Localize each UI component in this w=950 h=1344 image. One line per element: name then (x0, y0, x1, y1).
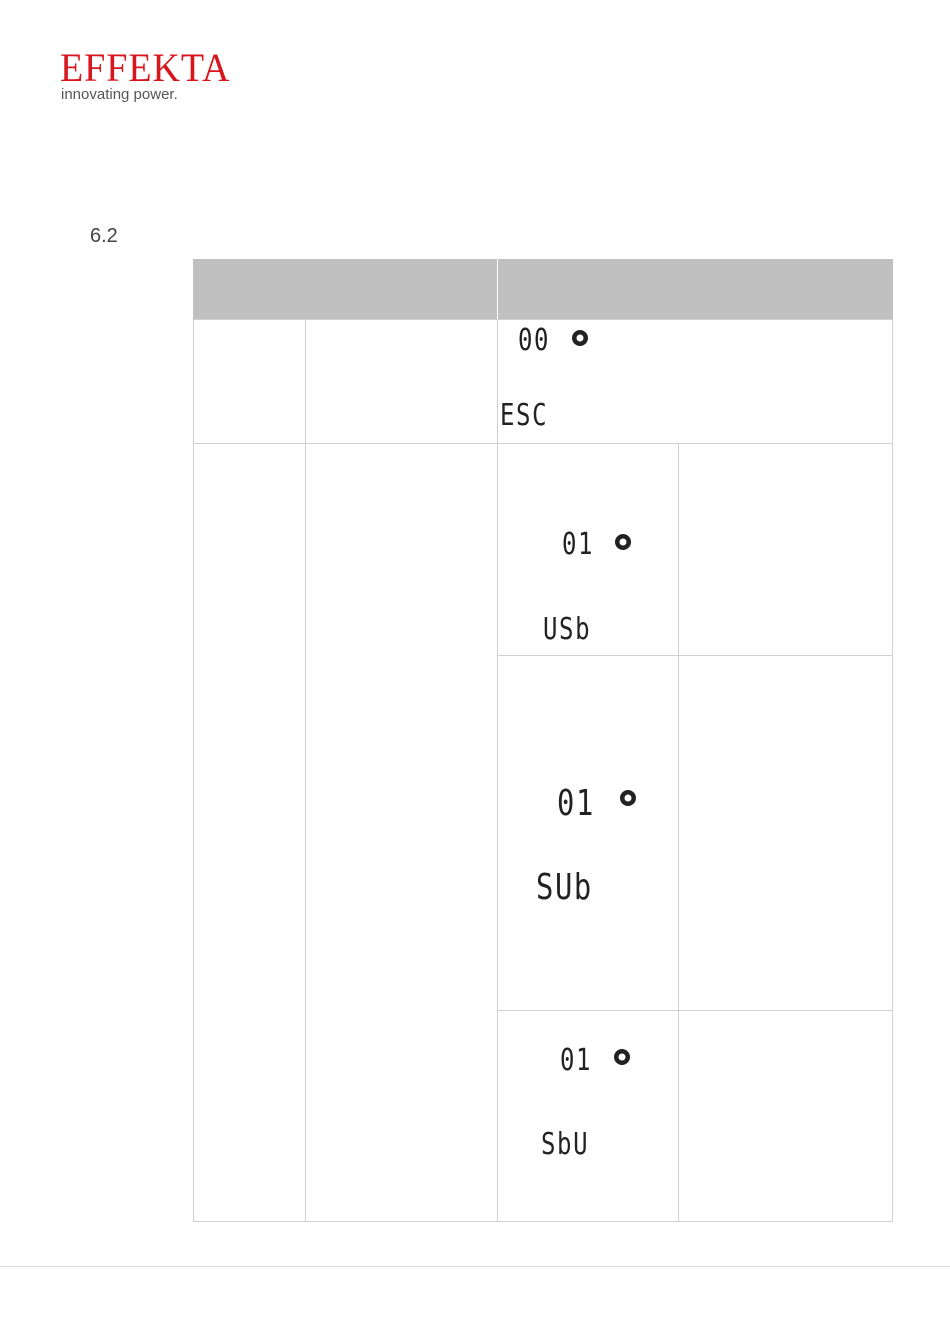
cell (678, 443, 893, 656)
gear-icon (615, 534, 631, 550)
cell (497, 1010, 679, 1222)
cell (193, 443, 306, 1222)
gear-icon (572, 330, 588, 346)
lcd-code: 01 (562, 527, 595, 562)
header-cell (498, 259, 893, 319)
gear-icon (614, 1049, 630, 1065)
lcd-text: SbU (541, 1127, 590, 1162)
footer-rule (0, 1266, 950, 1267)
cell (305, 443, 498, 1222)
section-number: 6.2 (90, 225, 118, 247)
tagline: innovating power. (61, 86, 178, 103)
gear-icon (620, 790, 636, 806)
lcd-code: 01 (560, 1043, 593, 1078)
cell (305, 319, 498, 444)
lcd-text: ESC (500, 398, 549, 433)
lcd-code: 01 (557, 783, 595, 824)
cell (497, 319, 893, 444)
cell (193, 319, 306, 444)
lcd-code: 00 (518, 323, 551, 358)
cell (678, 1010, 893, 1222)
lcd-text: USb (543, 612, 592, 647)
cell (678, 655, 893, 1011)
cell (497, 655, 679, 1011)
logo: EFFEKTA (60, 45, 231, 90)
header-cell (193, 259, 497, 319)
lcd-text: SUb (536, 867, 593, 908)
